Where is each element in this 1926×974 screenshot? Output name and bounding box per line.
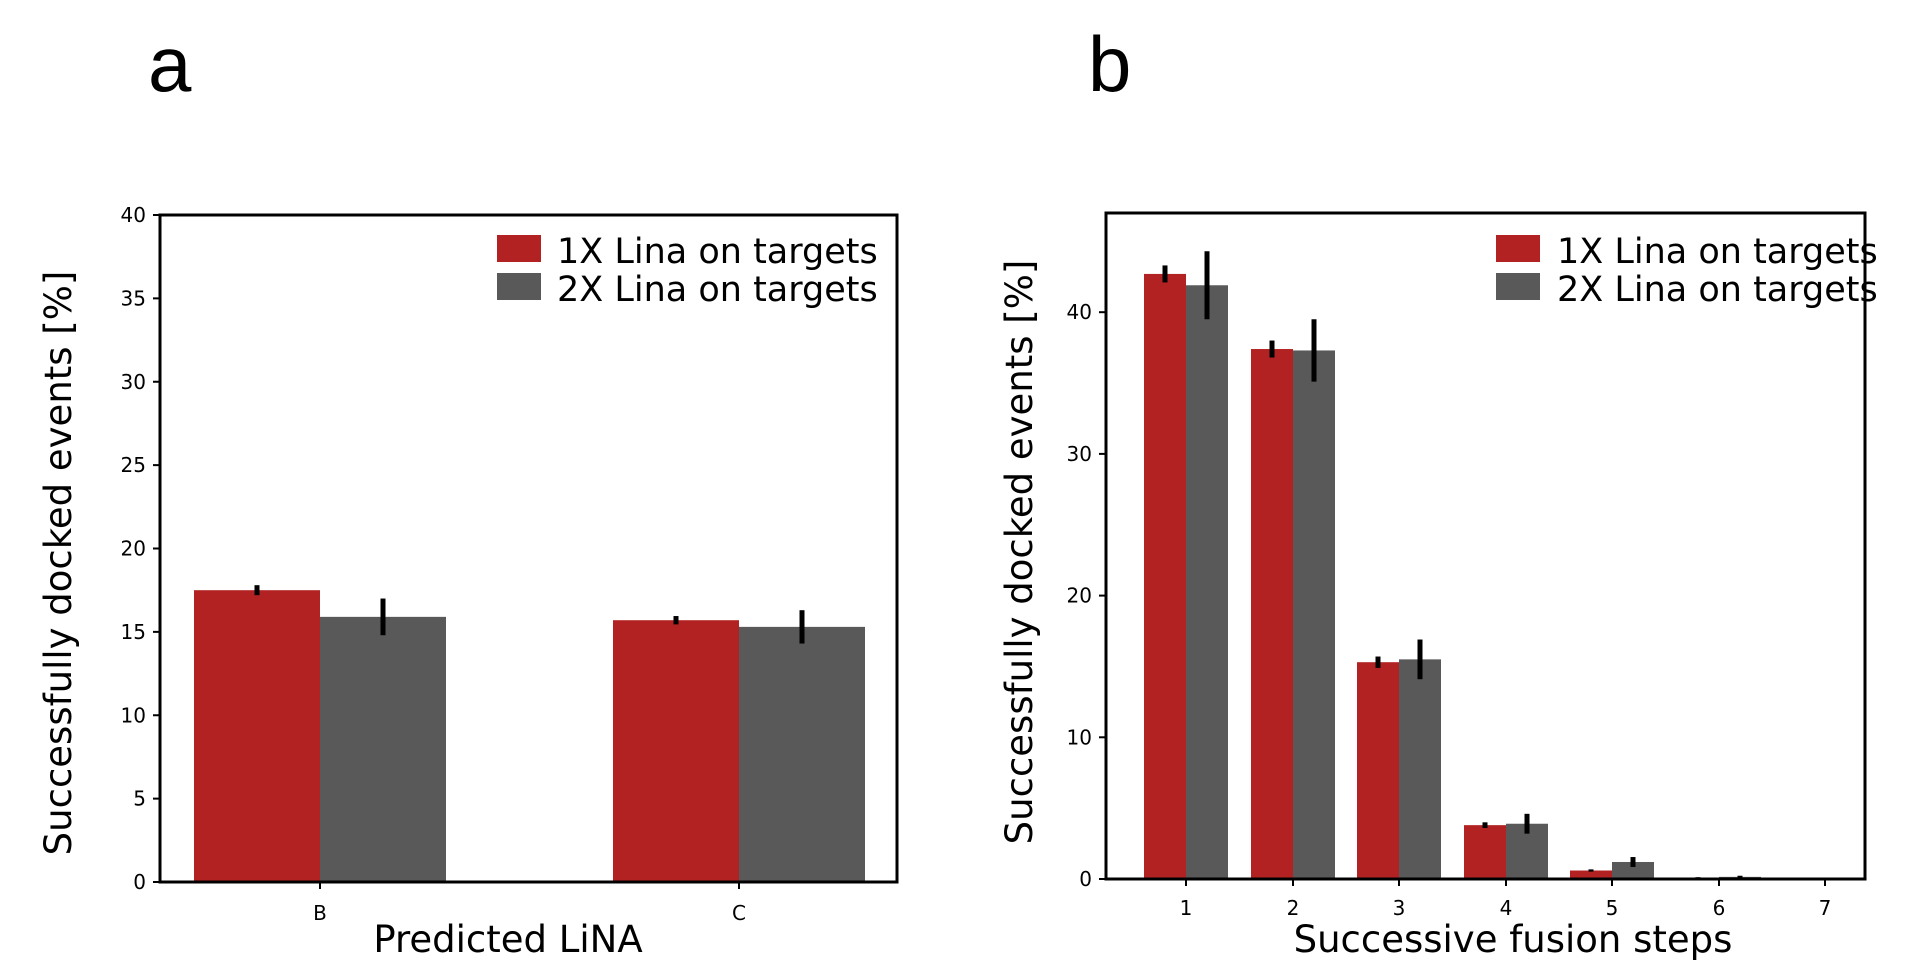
y-tick-label: 10: [1067, 725, 1092, 749]
bar-1x-5: [1570, 870, 1612, 879]
y-tick-label: 20: [1067, 584, 1092, 608]
panel-a-legend: 1X Lina on targets 2X Lina on targets: [497, 232, 878, 310]
y-tick-label: 40: [1067, 300, 1092, 324]
y-tick-label: 35: [121, 286, 146, 310]
x-tick-label: 1: [1180, 896, 1193, 920]
bar-2x-3: [1399, 659, 1441, 879]
y-tick-label: 0: [133, 870, 146, 894]
y-tick-label: 25: [121, 453, 146, 477]
x-tick-label: B: [313, 901, 327, 925]
bar-2x-2: [1293, 350, 1335, 879]
panel-b-legend-label-1x: 1X Lina on targets: [1557, 232, 1878, 272]
x-tick-label: 5: [1606, 896, 1619, 920]
bar-1x-C: [613, 620, 739, 882]
panel-b-x-axis-label: Successive fusion steps: [1294, 918, 1733, 961]
bar-2x-1: [1186, 285, 1228, 880]
panel-b-plot-frame: [1104, 211, 1867, 881]
panel-a-letter: a: [148, 20, 192, 108]
x-tick-label: 7: [1819, 896, 1832, 920]
panel-b-legend-swatch-1x: [1496, 235, 1540, 262]
bar-1x-B: [194, 590, 320, 882]
panel-b-y-ticks: 0 10 20 30 40: [1067, 300, 1106, 891]
y-tick-label: 40: [121, 203, 146, 227]
bar-1x-3: [1357, 662, 1399, 879]
y-tick-label: 15: [121, 620, 146, 644]
bar-2x-5: [1612, 861, 1654, 879]
bar-1x-4: [1464, 825, 1506, 879]
x-tick-label: 4: [1500, 896, 1513, 920]
panel-a-legend-label-1x: 1X Lina on targets: [557, 232, 878, 272]
panel-a-legend-swatch-2x: [497, 273, 541, 300]
panel-b-legend: 1X Lina on targets 2X Lina on targets: [1496, 232, 1878, 310]
x-tick-label: 2: [1287, 896, 1300, 920]
bar-2x-B: [320, 616, 446, 882]
panel-a-y-axis-label: Successfully docked events [%]: [37, 271, 80, 856]
y-tick-label: 5: [133, 787, 146, 811]
x-tick-label: 3: [1393, 896, 1406, 920]
panel-b-legend-label-2x: 2X Lina on targets: [1557, 270, 1878, 310]
panel-b-y-axis-label: Successfully docked events [%]: [998, 260, 1041, 845]
panel-a-error-bars: [254, 585, 805, 644]
y-tick-label: 10: [121, 703, 146, 727]
x-tick-label: C: [732, 901, 746, 925]
panel-a-x-axis-label: Predicted LiNA: [373, 918, 642, 961]
panel-a-bars: [194, 590, 865, 882]
panel-a-y-ticks: 0 5 10 15 20 25 30 35 40: [121, 203, 160, 894]
panel-a: a Successfully docked events [%] Predict…: [37, 20, 899, 961]
bar-1x-1: [1144, 273, 1186, 880]
panel-a-legend-label-2x: 2X Lina on targets: [557, 270, 878, 310]
panel-a-legend-swatch-1x: [497, 235, 541, 262]
panel-b-x-ticks: 1 2 3 4 5 6 7: [1180, 879, 1832, 920]
panel-a-plot-frame: [158, 213, 899, 884]
x-tick-label: 6: [1713, 896, 1726, 920]
bar-1x-2: [1251, 349, 1293, 879]
panel-b-legend-swatch-2x: [1496, 273, 1540, 300]
y-tick-label: 20: [121, 537, 146, 561]
y-tick-label: 0: [1079, 867, 1092, 891]
panel-b-bars: [1144, 273, 1867, 880]
panel-b-letter: b: [1088, 20, 1131, 108]
y-tick-label: 30: [1067, 442, 1092, 466]
bar-2x-C: [739, 626, 865, 882]
y-tick-label: 30: [121, 370, 146, 394]
panel-b: b Successfully docked events [%] Success…: [998, 20, 1878, 961]
